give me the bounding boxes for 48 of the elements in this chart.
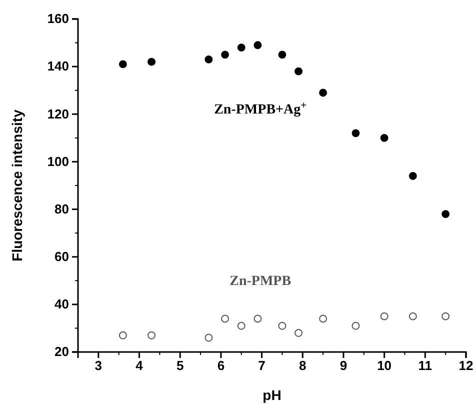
y-tick-label: 100: [47, 154, 69, 169]
point: [118, 60, 127, 68]
x-tick-label: 10: [377, 358, 392, 374]
point: [408, 312, 417, 320]
point: [237, 322, 246, 330]
point: [380, 312, 388, 320]
point: [278, 50, 286, 59]
x-tick-label: 5: [176, 358, 184, 374]
y-tick-label: 120: [47, 106, 69, 122]
x-axis-title: pH: [262, 387, 282, 403]
x-tick-label: 12: [458, 358, 474, 374]
point: [352, 129, 360, 138]
point: [294, 329, 303, 337]
point: [319, 314, 328, 323]
x-tick-label: 8: [299, 358, 306, 374]
point: [294, 67, 303, 76]
point: [278, 322, 286, 330]
y-tick-label: 40: [54, 296, 69, 312]
point: [221, 50, 230, 59]
y-tick-label: 20: [54, 344, 69, 360]
point: [408, 172, 417, 180]
point: [148, 331, 156, 340]
y-tick-label: 140: [47, 58, 69, 74]
y-tick-label: 80: [54, 201, 69, 216]
point: [442, 210, 450, 218]
point: [319, 88, 328, 97]
point: [204, 55, 213, 64]
y-tick-label: 160: [47, 11, 69, 26]
y-tick-label: 60: [54, 249, 69, 264]
x-tick-label: 11: [418, 358, 432, 374]
x-tick-label: 6: [217, 358, 225, 374]
series-label: Zn-PMPB: [230, 274, 292, 289]
point: [352, 322, 360, 330]
point: [118, 331, 127, 340]
x-tick-label: 4: [136, 358, 144, 374]
point: [254, 41, 262, 50]
point: [204, 334, 213, 342]
y-axis-title: Fluorescence intensity: [9, 109, 25, 262]
series-label: Zn-PMPB+Ag$^{+}$: [214, 100, 307, 118]
point: [380, 134, 388, 142]
x-tick-label: 3: [94, 358, 102, 374]
point: [148, 58, 156, 66]
point: [221, 314, 230, 323]
point: [254, 314, 262, 323]
point: [442, 312, 450, 320]
x-tick-label: 9: [340, 358, 348, 374]
point: [237, 44, 246, 52]
x-tick-label: 7: [258, 358, 266, 374]
